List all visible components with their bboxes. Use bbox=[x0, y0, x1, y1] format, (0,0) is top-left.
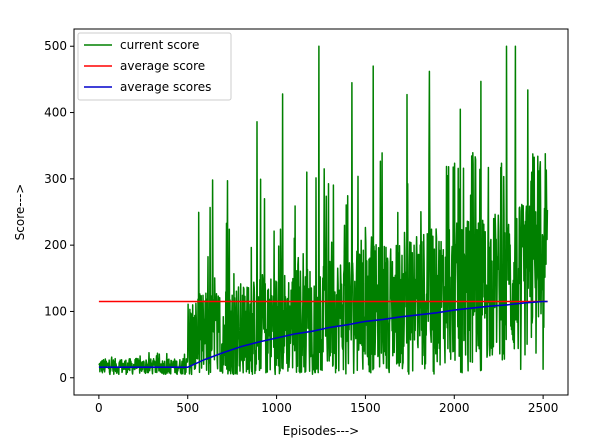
plot-frame bbox=[73, 28, 569, 396]
legend-label-average-scores: average scores bbox=[120, 80, 211, 94]
y-tick-label: 300 bbox=[44, 172, 67, 186]
series-layer bbox=[98, 45, 549, 376]
y-tick-label: 0 bbox=[59, 371, 67, 385]
x-tick-label: 1500 bbox=[350, 401, 381, 415]
x-tick-label: 0 bbox=[95, 401, 103, 415]
legend-label-average-score: average score bbox=[120, 59, 205, 73]
x-tick-label: 2500 bbox=[528, 401, 559, 415]
x-axis-label: Episodes---> bbox=[283, 424, 359, 438]
x-tick-label: 2000 bbox=[439, 401, 470, 415]
y-tick-label: 400 bbox=[44, 106, 67, 120]
y-tick-label: 100 bbox=[44, 304, 67, 318]
legend-label-current-score: current score bbox=[120, 38, 199, 52]
y-axis-ticks: 0 100 200 300 400 500 bbox=[44, 39, 74, 385]
y-tick-label: 500 bbox=[44, 39, 67, 53]
x-tick-label: 500 bbox=[176, 401, 199, 415]
x-tick-label: 1000 bbox=[261, 401, 292, 415]
series-line-average-scores bbox=[98, 300, 548, 368]
legend: current score average score average scor… bbox=[77, 32, 232, 101]
y-tick-label: 200 bbox=[44, 238, 67, 252]
y-axis-label: Score---> bbox=[13, 184, 27, 241]
legend-box bbox=[77, 32, 232, 101]
x-axis-ticks: 0 500 1000 1500 2000 2500 bbox=[95, 395, 558, 415]
